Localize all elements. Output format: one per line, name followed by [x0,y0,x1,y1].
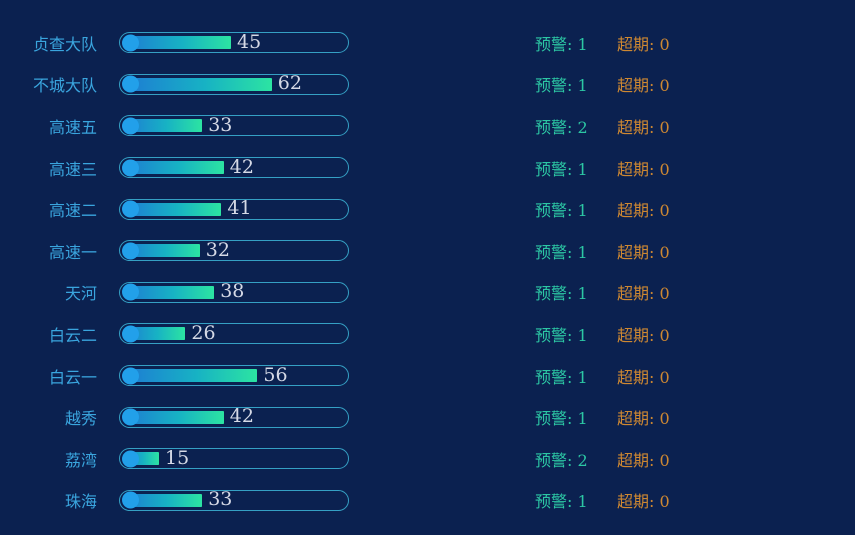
table-row: 荔湾 15 预警: 2 超期: 0 [0,438,855,480]
bar-value-label: 33 [208,114,233,137]
warning-count: 预警: 1 [535,367,588,387]
overdue-count: 超期: 0 [617,201,670,221]
category-label: 越秀 [64,411,97,429]
bar-value-label: 33 [208,488,233,511]
table-row: 高速二 41 预警: 1 超期: 0 [0,188,855,230]
bar-value-label: 42 [229,155,254,178]
progress-bar-track: 33 [119,488,349,511]
bar-value-label: 26 [191,322,216,345]
progress-bar-dot [122,283,139,301]
category-label: 白云一 [48,369,97,387]
table-row: 贞查大队 45 预警: 1 超期: 0 [0,22,855,64]
warning-count: 预警: 1 [535,492,588,512]
overdue-count: 超期: 0 [617,325,670,345]
table-row: 珠海 33 预警: 1 超期: 0 [0,480,855,522]
progress-bar-track: 33 [119,114,349,137]
bar-value-label: 45 [237,30,262,53]
progress-bar-fill [123,77,272,91]
progress-bar-fill [123,36,231,50]
progress-bar-track: 42 [119,155,349,179]
overdue-count: 超期: 0 [617,34,670,54]
progress-bar-fill [123,369,258,383]
overdue-count: 超期: 0 [617,409,670,429]
table-row: 高速一 32 预警: 1 超期: 0 [0,230,855,272]
progress-bar-dot [122,159,139,177]
progress-bar-fill [123,285,215,299]
progress-bar-fill [123,202,222,216]
warning-count: 预警: 2 [535,117,588,137]
bar-value-label: 42 [229,405,254,428]
table-row: 高速五 33 预警: 2 超期: 0 [0,105,855,147]
progress-bar-dot [122,117,139,135]
table-row: 天河 38 预警: 1 超期: 0 [0,272,855,314]
progress-bar-dot [122,34,139,52]
overdue-count: 超期: 0 [617,284,670,304]
progress-bar-dot [122,367,139,385]
progress-bar-track: 45 [119,30,349,54]
category-label: 天河 [64,286,97,304]
progress-bar-dot [122,491,139,509]
progress-bar-fill [123,493,203,507]
progress-bar-track: 62 [119,72,349,95]
bar-value-label: 38 [220,280,245,303]
table-row: 高速三 42 预警: 1 超期: 0 [0,147,855,189]
progress-bar-dot [122,75,139,93]
warning-count: 预警: 1 [535,76,588,96]
overdue-count: 超期: 0 [617,492,670,512]
category-label: 白云二 [48,327,97,345]
warning-count: 预警: 1 [535,34,588,54]
overdue-count: 超期: 0 [617,450,670,470]
warning-count: 预警: 1 [535,409,588,429]
progress-bar-track: 15 [119,446,349,470]
progress-bar-track: 26 [119,322,349,345]
category-label: 高速三 [48,161,97,179]
category-label: 高速一 [48,244,97,262]
category-label: 珠海 [64,494,97,512]
overdue-count: 超期: 0 [617,367,670,387]
progress-bar-fill [123,161,224,175]
progress-bar-fill [123,119,203,133]
bar-value-label: 62 [277,72,302,95]
progress-bar-fill [123,244,200,258]
progress-bar-track: 41 [119,197,349,220]
progress-bar-track: 42 [119,405,349,428]
category-label: 不城大队 [32,78,97,96]
table-row: 白云二 26 预警: 1 超期: 0 [0,313,855,355]
table-row: 越秀 42 预警: 1 超期: 0 [0,396,855,438]
progress-bar-dot [122,242,139,260]
bar-value-label: 32 [205,238,230,261]
warning-count: 预警: 2 [535,450,588,470]
overdue-count: 超期: 0 [617,159,670,179]
warning-count: 预警: 1 [535,201,588,221]
bar-value-label: 15 [165,446,190,469]
table-row: 白云一 56 预警: 1 超期: 0 [0,355,855,397]
overdue-count: 超期: 0 [617,76,670,96]
progress-bar-dot [122,200,139,218]
progress-bar-dot [122,325,139,343]
bar-value-label: 56 [263,363,288,386]
warning-count: 预警: 1 [535,284,588,304]
category-label: 高速二 [48,203,97,221]
overdue-count: 超期: 0 [617,117,670,137]
bar-value-label: 41 [227,197,252,220]
table-row: 不城大队 62 预警: 1 超期: 0 [0,64,855,106]
progress-bar-track: 38 [119,280,349,303]
progress-bar-dot [122,408,139,426]
warning-count: 预警: 1 [535,242,588,262]
overdue-count: 超期: 0 [617,242,670,262]
category-label: 贞查大队 [32,36,97,54]
progress-bar-track: 32 [119,238,349,262]
warning-count: 预警: 1 [535,325,588,345]
progress-bar-fill [123,410,224,424]
category-label: 高速五 [48,119,97,137]
progress-bar-track: 56 [119,363,349,387]
category-label: 荔湾 [64,452,97,470]
warning-count: 预警: 1 [535,159,588,179]
progress-bar-dot [122,450,139,468]
